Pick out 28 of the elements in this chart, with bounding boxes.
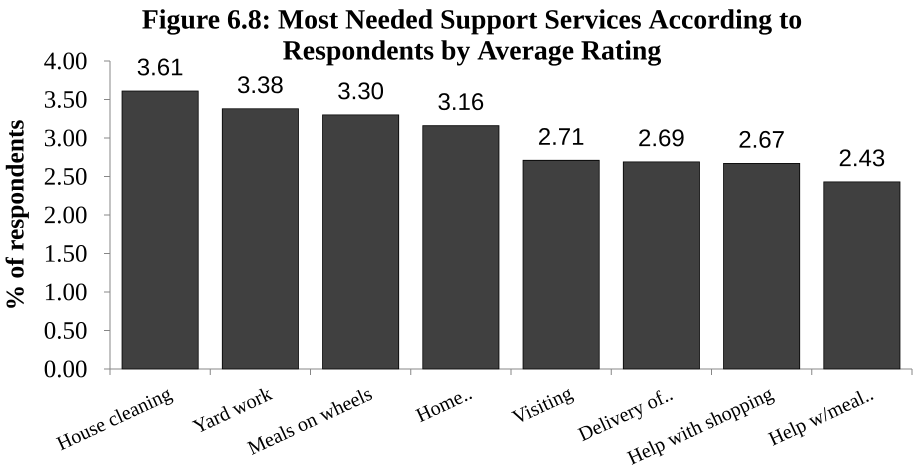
y-tick-label: 3.50 [44,91,87,108]
x-tick-label: Visiting [511,388,574,422]
data-label: 2.71 [538,128,584,145]
data-label: 3.38 [238,76,283,94]
x-tick-label: Home.. [415,394,472,422]
y-axis-title: % of respondents [6,120,29,308]
y-tick-label: 0.50 [44,322,87,339]
y-tick-label: 0.00 [44,360,87,378]
bar [422,125,500,370]
bar [723,163,800,370]
data-label: 2.43 [840,149,884,166]
y-tick-label: 1.50 [46,245,87,262]
y-tick-label: 2.50 [44,168,87,185]
y-tick-label: 3.00 [44,130,87,146]
bar [122,90,199,370]
bar [823,181,900,370]
y-tick-label: 4.00 [44,52,87,70]
x-tick-label: Yard work [192,388,274,432]
data-label: 3.30 [338,82,384,100]
data-label: 3.16 [438,93,484,110]
bar [222,108,299,370]
y-tick-label: 1.00 [46,284,87,300]
data-label: 2.67 [739,130,784,148]
bar [322,114,400,370]
bar [622,161,700,370]
bar [522,160,600,370]
data-label: 2.69 [639,129,684,146]
y-tick-label: 2.00 [44,206,87,224]
